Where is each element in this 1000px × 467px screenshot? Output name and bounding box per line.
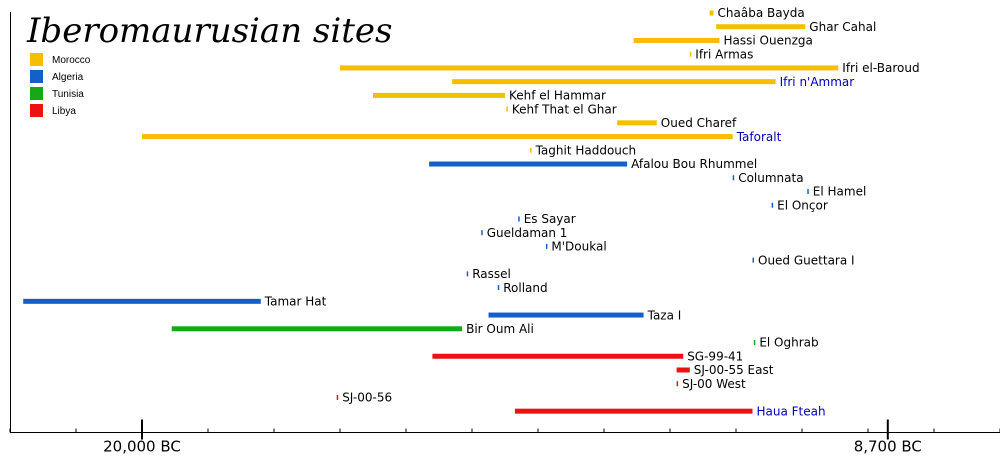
legend-swatch-tunisia xyxy=(30,87,43,100)
site-label-ghar-cahal: Ghar Cahal xyxy=(809,20,876,34)
legend-label-algeria: Algeria xyxy=(52,72,84,83)
site-label-el-oncor: El Onçor xyxy=(777,198,828,212)
site-label-columnata: Columnata xyxy=(738,171,803,185)
bar-kehf-that-el-ghar xyxy=(506,106,508,112)
bar-m-doukal xyxy=(545,243,548,249)
x-axis: 20,000 BC 8,700 BC xyxy=(9,12,1000,456)
site-label-ifri-armas: Ifri Armas xyxy=(695,47,753,61)
site-label-oued-charef: Oued Charef xyxy=(661,116,737,130)
bar-taghit-haddouch xyxy=(530,147,532,153)
legend-label-tunisia: Tunisia xyxy=(52,89,84,100)
site-label-el-hamel: El Hamel xyxy=(813,185,867,199)
site-label-taza-i: Taza I xyxy=(647,308,682,322)
chart-title: Iberomaurusian sites xyxy=(26,11,392,51)
bar-columnata xyxy=(732,175,735,181)
site-label-es-sayar: Es Sayar xyxy=(524,212,576,226)
bar-taza-i xyxy=(488,312,644,318)
site-label-m-doukal: M'Doukal xyxy=(551,240,606,254)
site-label-sj-00-west: SJ-00 West xyxy=(682,377,746,391)
bar-ghar-cahal xyxy=(716,24,806,30)
bar-el-oncor xyxy=(771,202,774,208)
site-label-sj-00-56: SJ-00-56 xyxy=(342,391,392,405)
bar-chaaba-bayda xyxy=(709,10,714,16)
site-label-bir-oum-ali: Bir Oum Ali xyxy=(466,322,534,336)
site-label-taghit-haddouch: Taghit Haddouch xyxy=(535,144,637,158)
legend-swatch-algeria xyxy=(30,70,43,83)
legend-label-libya: Libya xyxy=(52,106,76,117)
bar-ifri-n-ammar xyxy=(452,79,776,85)
bar-sg-99-41 xyxy=(432,353,684,359)
site-label-tamar-hat: Tamar Hat xyxy=(264,295,327,309)
bar-ifri-armas xyxy=(689,51,692,57)
bar-sj-00-west xyxy=(676,381,679,387)
bar-sj-00-56 xyxy=(336,394,339,400)
site-label-kehf-that-el-ghar: Kehf That el Ghar xyxy=(512,102,617,116)
bar-oued-charef xyxy=(617,120,657,126)
site-label-sg-99-41: SG-99-41 xyxy=(687,349,743,363)
site-label-hassi-ouenzga: Hassi Ouenzga xyxy=(724,34,813,48)
site-label-taforalt[interactable]: Taforalt xyxy=(736,130,782,144)
site-label-sj-00-55-east: SJ-00-55 East xyxy=(694,363,774,377)
bar-gueldaman-1 xyxy=(481,230,483,236)
tick-label: 20,000 BC xyxy=(103,438,181,456)
bar-rassel xyxy=(466,271,469,277)
site-bars xyxy=(23,10,839,414)
bar-es-sayar xyxy=(518,216,520,222)
site-label-ifri-el-baroud: Ifri el-Baroud xyxy=(842,61,919,75)
bar-hassi-ouenzga xyxy=(633,37,720,43)
bar-kehf-el-hammar xyxy=(373,92,505,98)
bar-rolland xyxy=(497,285,500,291)
legend-label-morocco: Morocco xyxy=(52,55,91,66)
bar-taforalt xyxy=(142,134,733,140)
bar-haua-fteah xyxy=(514,408,753,414)
site-label-gueldaman-1: Gueldaman 1 xyxy=(487,226,568,240)
legend-swatch-morocco xyxy=(30,53,43,66)
site-label-ifri-n-ammar[interactable]: Ifri n'Ammar xyxy=(780,75,855,89)
bar-tamar-hat xyxy=(23,298,261,304)
legend-swatch-libya xyxy=(30,104,43,117)
bar-sj-00-55-east xyxy=(676,367,690,373)
site-label-chaaba-bayda: Chaâba Bayda xyxy=(718,6,805,20)
bar-oued-guettara-i xyxy=(752,257,754,263)
site-label-kehf-el-hammar: Kehf el Hammar xyxy=(509,89,606,103)
site-label-afalou-bou-rhummel: Afalou Bou Rhummel xyxy=(631,157,757,171)
bar-bir-oum-ali xyxy=(171,326,463,332)
site-label-oued-guettara-i: Oued Guettara I xyxy=(758,253,855,267)
site-label-rassel: Rassel xyxy=(472,267,511,281)
bar-el-oghrab xyxy=(753,340,756,346)
bar-el-hamel xyxy=(807,188,809,194)
site-label-el-oghrab: El Oghrab xyxy=(759,336,818,350)
tick-label: 8,700 BC xyxy=(854,438,922,456)
legend: Morocco Algeria Tunisia Libya xyxy=(30,53,91,117)
bar-afalou-bou-rhummel xyxy=(429,161,628,167)
site-label-haua-fteah[interactable]: Haua Fteah xyxy=(757,404,826,418)
bar-ifri-el-baroud xyxy=(340,65,839,71)
site-label-rolland: Rolland xyxy=(503,281,547,295)
